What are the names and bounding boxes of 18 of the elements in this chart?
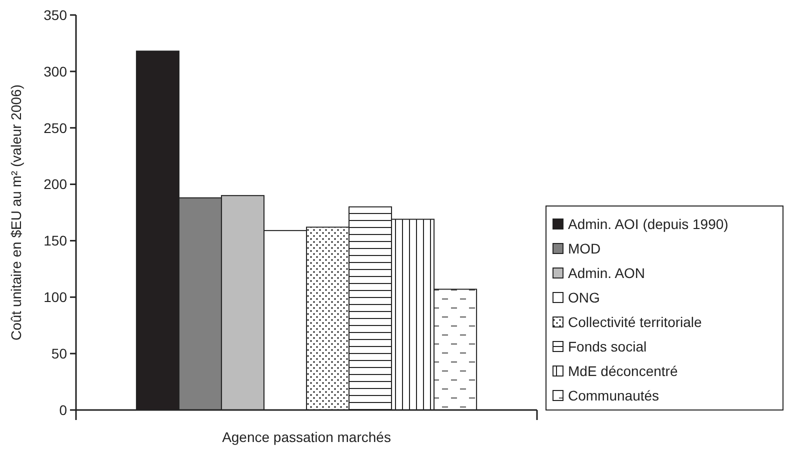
legend-label: MOD bbox=[568, 240, 601, 256]
y-tick-label: 100 bbox=[44, 289, 68, 306]
legend-label: ONG bbox=[568, 289, 600, 306]
y-tick-label: 50 bbox=[51, 345, 68, 362]
legend-label: Admin. AOI (depuis 1990) bbox=[568, 216, 728, 232]
x-axis-title: Agence passation marchés bbox=[222, 429, 391, 445]
y-tick-label: 0 bbox=[59, 402, 68, 418]
legend-label: MdE déconcentré bbox=[568, 362, 678, 379]
y-tick-label: 250 bbox=[44, 120, 68, 136]
legend-label: Communautés bbox=[568, 387, 660, 404]
y-tick-label: 200 bbox=[44, 176, 68, 192]
y-tick-label: 350 bbox=[44, 6, 68, 23]
legend-label: Fonds social bbox=[568, 338, 647, 354]
y-tick-label: 300 bbox=[44, 63, 68, 80]
legend-label: Collectivité territoriale bbox=[568, 314, 702, 330]
legend-label: Admin. AON bbox=[568, 264, 646, 281]
y-tick-label: 150 bbox=[44, 232, 68, 249]
y-axis-title: Coût unitaire en $EU au m² (valeur 2006) bbox=[8, 84, 24, 341]
